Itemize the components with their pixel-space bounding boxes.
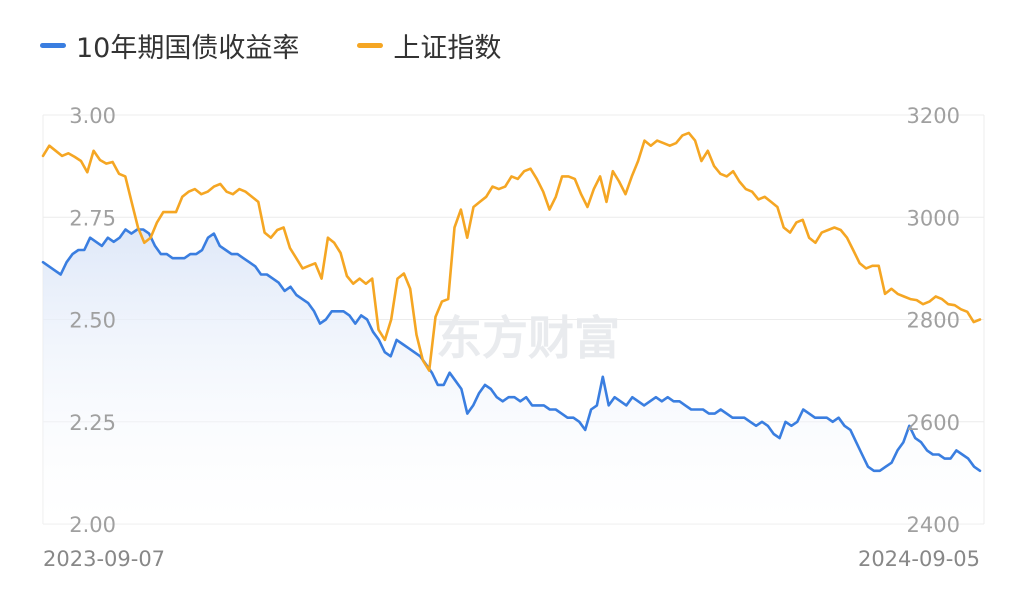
legend-swatch-bond — [40, 43, 66, 48]
left-axis-tick-label: 2.75 — [69, 206, 116, 230]
right-axis-tick-label: 2400 — [907, 513, 960, 537]
watermark-text: 东方财富 — [436, 311, 620, 365]
legend: 10年期国债收益率 上证指数 — [40, 26, 501, 65]
series-line-shanghai-index[interactable] — [41, 131, 982, 372]
right-axis-tick-label: 2600 — [907, 411, 960, 435]
x-start-date-label: 2023-09-07 — [43, 547, 165, 571]
series-line-bond-yield[interactable] — [41, 228, 982, 473]
left-axis-tick-label: 3.00 — [69, 104, 116, 128]
legend-item-bond-yield[interactable]: 10年期国债收益率 — [40, 26, 299, 65]
series-layer — [41, 131, 982, 473]
legend-label-index: 上证指数 — [393, 33, 502, 64]
left-axis-tick-label: 2.25 — [69, 411, 116, 435]
watermark: 东方财富 — [436, 311, 620, 365]
left-axis-tick-label: 2.00 — [69, 513, 116, 537]
legend-swatch-index — [357, 43, 384, 48]
x-end-date-label: 2024-09-05 — [858, 547, 980, 571]
legend-label-bond: 10年期国债收益率 — [76, 33, 300, 64]
legend-item-index[interactable]: 上证指数 — [357, 26, 501, 65]
right-axis-tick-label: 3000 — [907, 206, 960, 230]
x-axis: 2023-09-07 2024-09-05 — [43, 547, 980, 571]
area-layer — [43, 229, 980, 524]
right-axis-tick-label: 2800 — [907, 309, 960, 333]
left-axis: 3.00 2.75 2.50 2.25 2.00 — [69, 104, 116, 537]
right-axis: 3200 3000 2800 2600 2400 — [907, 104, 960, 537]
right-axis-tick-label: 3200 — [907, 104, 960, 128]
series-area-bond-yield — [43, 229, 980, 524]
left-axis-tick-label: 2.50 — [69, 309, 116, 333]
